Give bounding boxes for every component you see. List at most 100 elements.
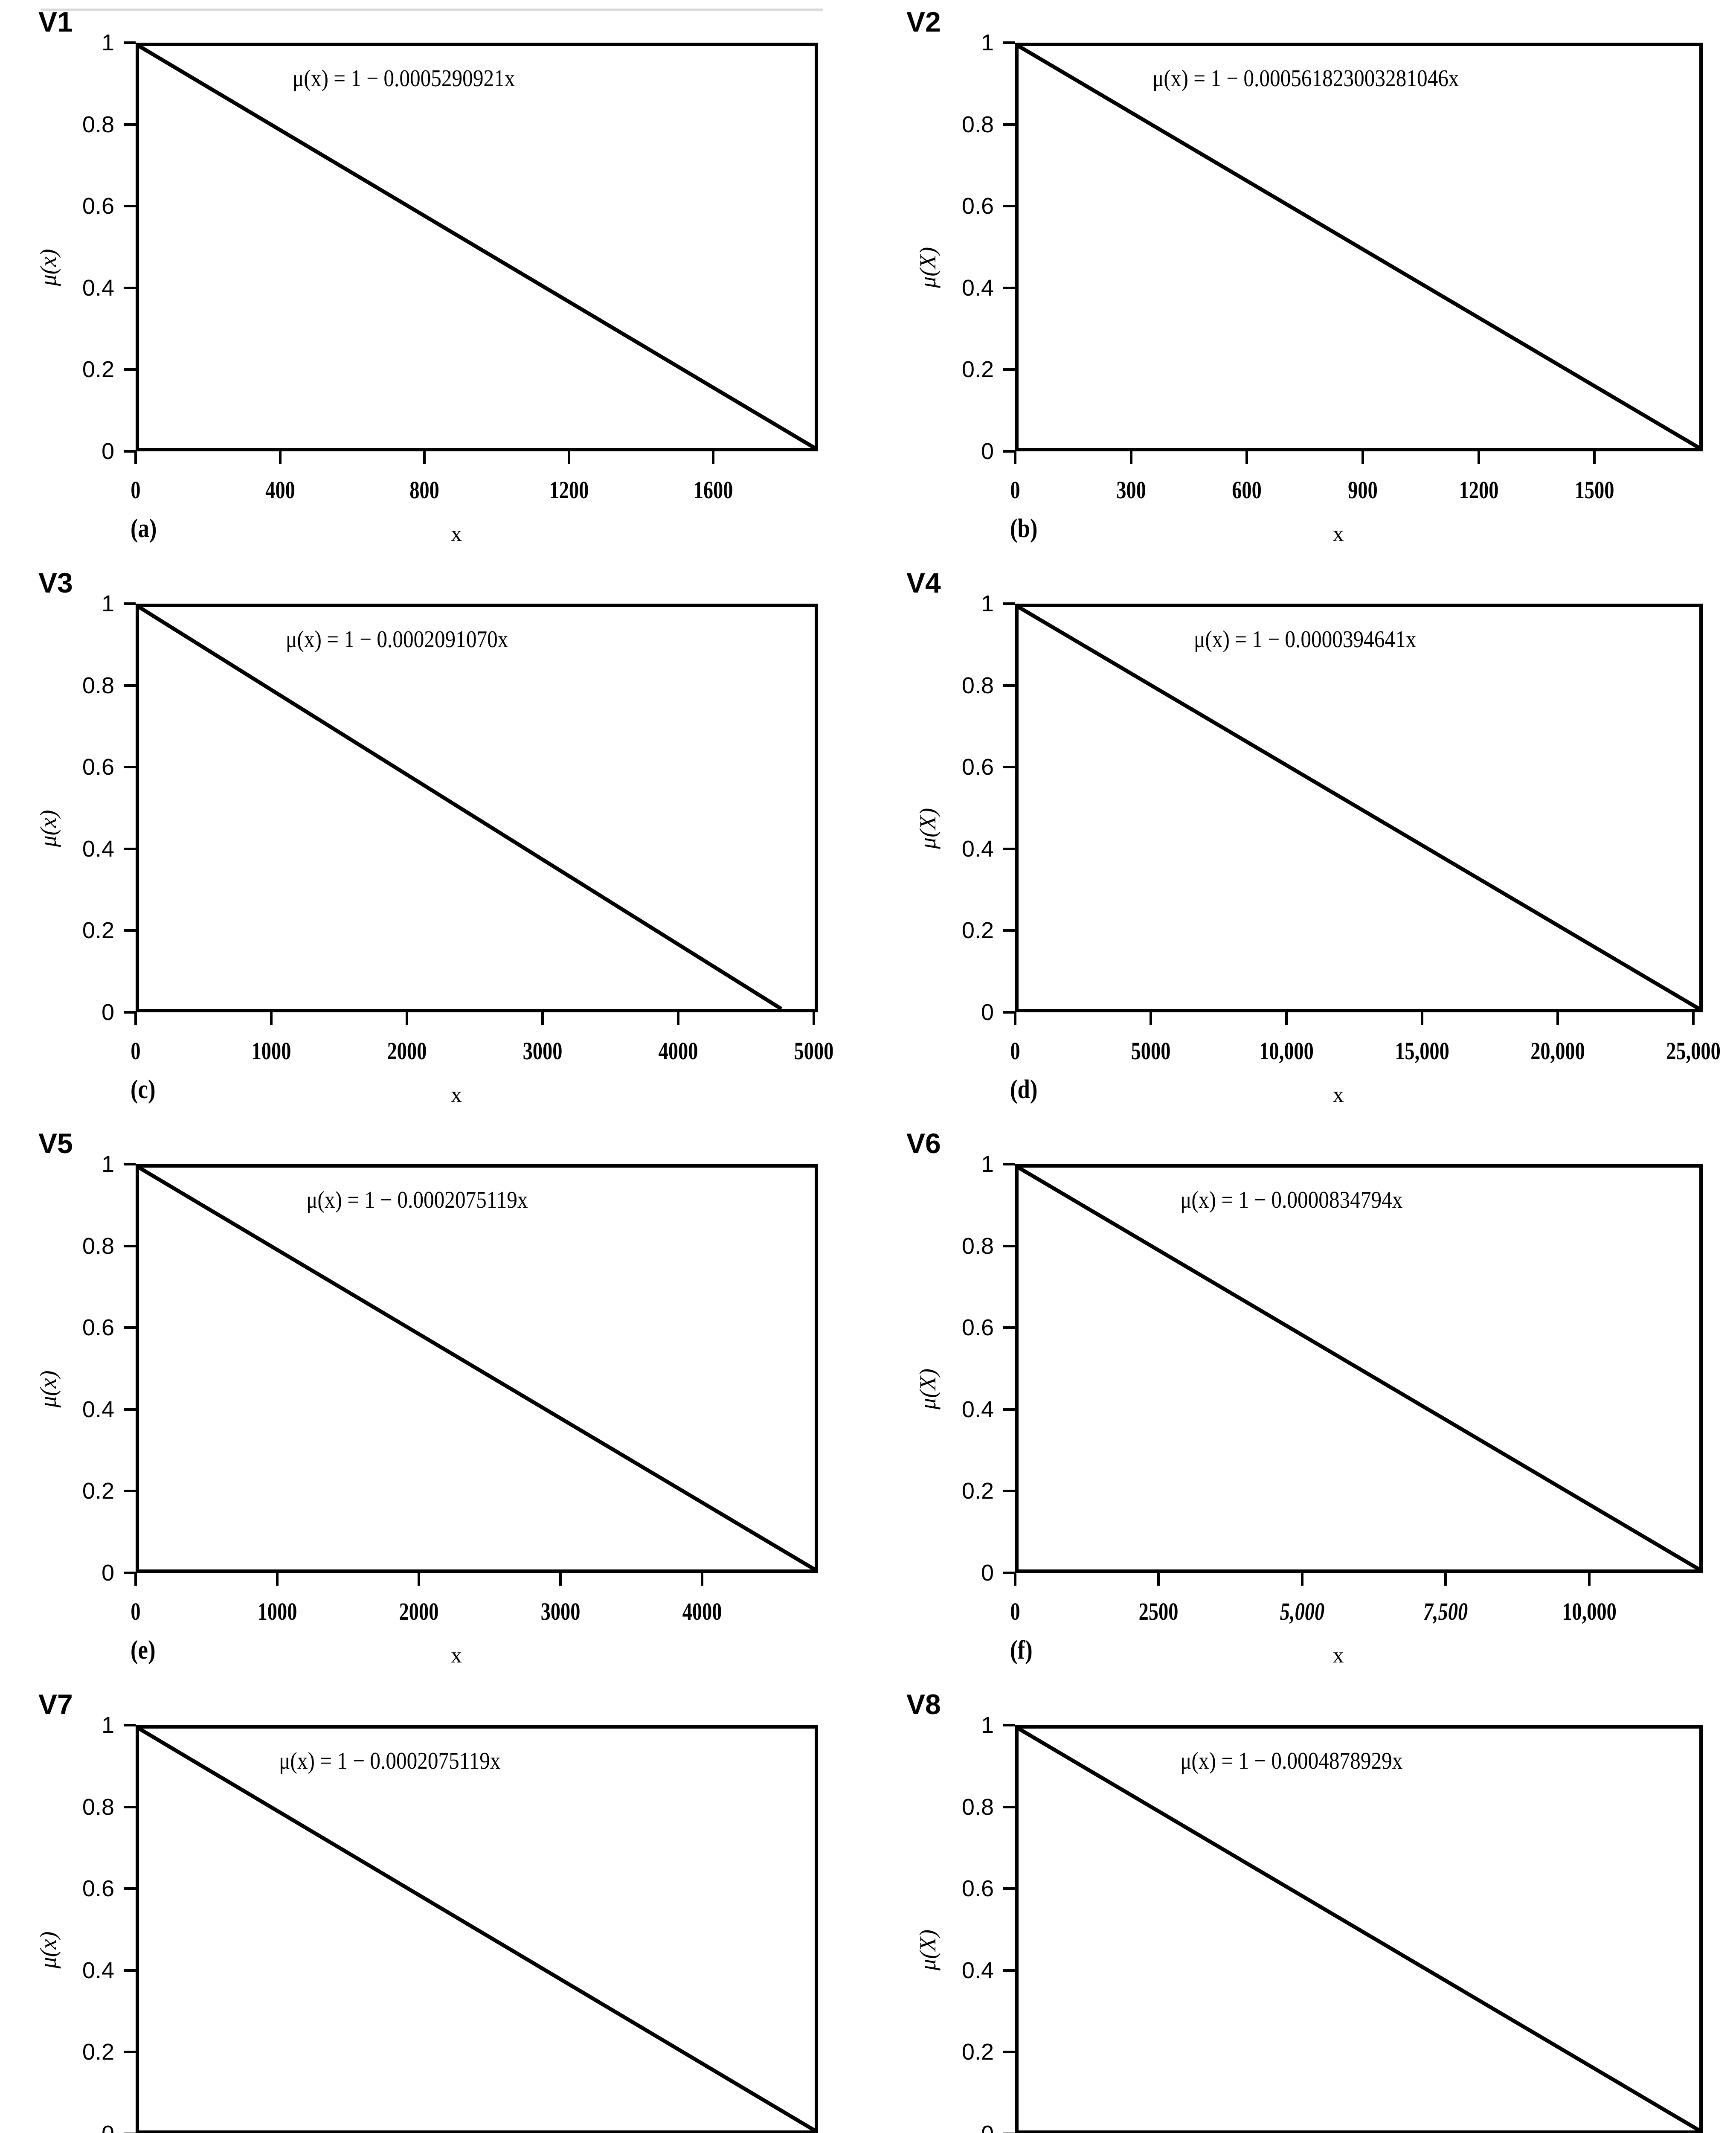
y-tick-label: 0.4 — [961, 1396, 994, 1422]
chart-panel-v1: V1 μ(x) = 1 − 0.0005290921x μ(x) x (a) 1… — [0, 0, 868, 561]
x-tick-mark — [567, 451, 570, 464]
y-tick-mark — [124, 1011, 136, 1014]
x-tick-label: 2000 — [387, 1037, 427, 1065]
chart-panel-v2: V2 μ(x) = 1 − 0.000561823003281046x μ(X)… — [868, 0, 1736, 561]
x-tick-label: 4000 — [658, 1037, 698, 1065]
membership-line — [139, 1168, 815, 1569]
x-tick-label: 1200 — [1459, 476, 1499, 504]
panel-sub-label: (e) — [131, 1636, 156, 1665]
y-tick-mark — [1003, 123, 1015, 126]
y-tick-mark — [124, 1572, 136, 1574]
x-tick-mark — [813, 1012, 816, 1025]
equation-annotation: μ(x) = 1 − 0.0002091070x — [286, 626, 508, 653]
panel-title: V1 — [38, 6, 73, 38]
membership-line — [1019, 46, 1699, 448]
y-tick-label: 0 — [930, 2122, 994, 2133]
y-tick-mark — [1003, 1011, 1015, 1014]
y-tick-mark — [1003, 41, 1015, 44]
x-axis-label: x — [1332, 1083, 1344, 1107]
panel-title: V4 — [906, 567, 941, 599]
y-tick-label: 0.8 — [961, 1233, 994, 1259]
x-tick-mark — [270, 1012, 273, 1025]
y-tick-label: 0.4 — [82, 1396, 114, 1422]
y-tick-mark — [124, 450, 136, 453]
x-tick-mark — [1285, 1012, 1288, 1025]
chart-panel-v8: V8 μ(x) = 1 − 0.0004878929x μ(X) x (h) 1… — [868, 1683, 1736, 2133]
y-tick-mark — [1003, 1805, 1015, 1808]
membership-line — [139, 46, 815, 448]
x-tick-label: 10,000 — [1562, 1598, 1617, 1625]
x-tick-label: 10,000 — [1259, 1037, 1314, 1065]
membership-line-svg — [1019, 1729, 1699, 2130]
x-tick-label: 1200 — [549, 476, 589, 504]
x-tick-label: 0 — [131, 1037, 141, 1065]
y-tick-label: 0.8 — [82, 111, 114, 137]
y-tick-label: 0.4 — [82, 275, 114, 301]
x-tick-mark — [1588, 1573, 1591, 1586]
chart-panel-v4: V4 μ(x) = 1 − 0.0000394641x μ(X) x (d) 1… — [868, 561, 1736, 1122]
y-tick-label: 0.2 — [961, 2039, 994, 2065]
x-axis-label: x — [451, 522, 462, 546]
membership-line — [139, 1729, 815, 2130]
y-tick-mark — [124, 1490, 136, 1493]
y-tick-label: 0 — [101, 439, 114, 464]
x-tick-label: 1000 — [251, 1037, 291, 1065]
x-tick-mark — [1014, 451, 1016, 464]
y-tick-mark — [124, 847, 136, 850]
x-tick-label: 0 — [1010, 1598, 1020, 1625]
x-tick-label: 5000 — [1131, 1037, 1171, 1065]
plot-area — [136, 43, 818, 451]
membership-line — [139, 607, 783, 1009]
y-tick-mark — [124, 2051, 136, 2054]
x-tick-mark — [423, 451, 426, 464]
panel-title: V8 — [906, 1688, 941, 1720]
membership-line-svg — [139, 46, 815, 448]
x-axis-label: x — [451, 1643, 462, 1668]
y-tick-mark — [1003, 1490, 1015, 1493]
y-tick-label: 0.6 — [961, 754, 994, 780]
equation-annotation: μ(x) = 1 − 0.0000394641x — [1194, 626, 1417, 653]
y-tick-label: 1 — [101, 1712, 114, 1738]
y-tick-label: 1 — [101, 30, 114, 55]
chart-panel-v3: V3 μ(x) = 1 − 0.0002091070x μ(x) x (c) 1… — [0, 561, 868, 1122]
y-tick-mark — [124, 1408, 136, 1411]
y-tick-label: 0.2 — [82, 357, 114, 383]
x-tick-mark — [418, 1573, 421, 1586]
y-tick-mark — [124, 1805, 136, 1808]
x-tick-label: 3000 — [523, 1037, 563, 1065]
x-tick-label: 1000 — [257, 1598, 297, 1625]
y-tick-mark — [1003, 1969, 1015, 1972]
x-tick-mark — [1593, 451, 1596, 464]
x-tick-mark — [1245, 451, 1248, 464]
panel-sub-label: (f) — [1010, 1636, 1033, 1665]
x-tick-label: 1600 — [694, 476, 733, 504]
panel-sub-label: (a) — [131, 514, 157, 543]
y-tick-label: 0.8 — [961, 111, 994, 137]
y-tick-mark — [124, 41, 136, 44]
y-tick-label: 0.6 — [82, 1315, 114, 1341]
plot-area — [136, 1164, 818, 1573]
x-axis-label: x — [451, 1083, 462, 1107]
y-tick-label: 0.6 — [82, 754, 114, 780]
plot-area — [1015, 1164, 1703, 1573]
x-tick-mark — [1692, 1012, 1695, 1025]
y-tick-label: 0.8 — [82, 672, 114, 698]
y-tick-label: 0.4 — [961, 1957, 994, 1983]
x-tick-label: 2000 — [399, 1598, 439, 1625]
y-tick-mark — [1003, 1408, 1015, 1411]
y-tick-mark — [124, 286, 136, 289]
plot-area — [136, 604, 818, 1012]
panel-title: V7 — [38, 1688, 73, 1720]
membership-line-svg — [1019, 1168, 1699, 1569]
y-tick-label: 1 — [101, 591, 114, 616]
panel-title: V5 — [38, 1128, 73, 1159]
x-tick-label: 0 — [131, 1598, 141, 1625]
y-tick-mark — [1003, 1572, 1015, 1574]
chart-panel-v6: V6 μ(x) = 1 − 0.0000834794x μ(X) x (f) 1… — [868, 1122, 1736, 1683]
x-tick-label: 4000 — [682, 1598, 722, 1625]
equation-annotation: μ(x) = 1 − 0.0000834794x — [1180, 1187, 1403, 1213]
x-tick-label: 5000 — [794, 1037, 834, 1065]
y-tick-mark — [124, 1326, 136, 1329]
y-tick-mark — [124, 1969, 136, 1972]
y-tick-mark — [1003, 450, 1015, 453]
